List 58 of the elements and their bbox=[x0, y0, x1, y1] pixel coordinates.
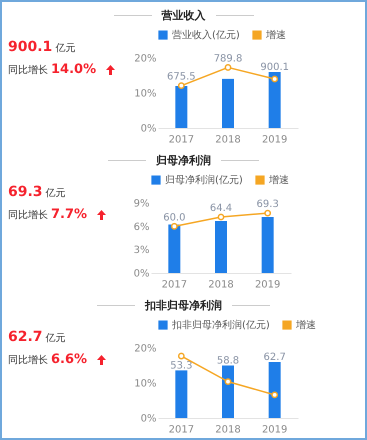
y-tick-label: 0% bbox=[140, 124, 156, 134]
text: 6.6% bbox=[51, 352, 88, 367]
text: 营业收入 bbox=[162, 8, 206, 22]
text: 14.0% bbox=[51, 62, 96, 77]
x-tick-label: 2017 bbox=[168, 424, 194, 436]
x-tick-label: 2019 bbox=[254, 280, 280, 290]
x-tick-label: 2018 bbox=[215, 424, 241, 436]
data-label: 53.3 bbox=[170, 360, 192, 372]
point bbox=[264, 210, 272, 216]
y-tick-label: 6% bbox=[134, 222, 150, 233]
text: 亿元 bbox=[46, 188, 66, 199]
text: 归母净利润 bbox=[156, 152, 211, 168]
data-label: 675.5 bbox=[167, 72, 196, 83]
legend-label: 增速 bbox=[268, 174, 289, 186]
point bbox=[178, 352, 185, 360]
data-label: 62.7 bbox=[264, 352, 286, 363]
text: 7.7% bbox=[51, 207, 88, 222]
data-label: 64.4 bbox=[210, 203, 232, 214]
point bbox=[271, 76, 278, 82]
y-tick-label: 10% bbox=[134, 88, 156, 100]
point bbox=[218, 214, 224, 220]
point bbox=[224, 378, 232, 385]
text: 扣非归母净利润 bbox=[145, 298, 222, 312]
data-label: 789.8 bbox=[214, 53, 242, 64]
legend-label: 增速 bbox=[265, 29, 286, 42]
data-label: 69.3 bbox=[256, 199, 279, 210]
text: 亿元 bbox=[55, 43, 76, 54]
text: 同比增长 bbox=[8, 64, 48, 76]
legend-label: 增速 bbox=[295, 319, 316, 332]
point bbox=[271, 392, 278, 398]
text: 900.1 bbox=[8, 39, 52, 55]
y-tick-label: 20% bbox=[134, 54, 156, 64]
text: 亿元 bbox=[46, 333, 66, 344]
x-tick-label: 2018 bbox=[208, 280, 234, 290]
text: 同比增长 bbox=[8, 208, 48, 222]
y-tick-label: 20% bbox=[134, 344, 156, 354]
point bbox=[170, 222, 178, 230]
data-label: 58.8 bbox=[216, 355, 240, 366]
point bbox=[178, 82, 185, 90]
x-tick-label: 2018 bbox=[215, 134, 241, 146]
y-tick-label: 0% bbox=[140, 414, 156, 424]
y-tick-label: 9% bbox=[134, 198, 150, 210]
text: 同比增长 bbox=[8, 354, 48, 366]
legend-label: 扣非归母净利润(亿元) bbox=[171, 319, 270, 332]
x-tick-label: 2017 bbox=[162, 280, 188, 290]
data-label: 900.1 bbox=[260, 62, 289, 73]
point bbox=[224, 64, 232, 71]
y-tick-label: 10% bbox=[134, 378, 156, 390]
y-tick-label: 3% bbox=[134, 245, 150, 256]
x-tick-label: 2017 bbox=[168, 134, 194, 146]
data-label: 60.0 bbox=[163, 212, 186, 224]
legend-label: 归母净利润(亿元) bbox=[165, 174, 243, 186]
x-tick-label: 2019 bbox=[262, 134, 288, 146]
x-tick-label: 2019 bbox=[262, 424, 288, 436]
y-tick-label: 0% bbox=[134, 268, 150, 280]
text: 69.3 bbox=[8, 184, 43, 200]
legend-label: 营业收入(亿元) bbox=[172, 29, 240, 42]
text: 62.7 bbox=[8, 329, 43, 345]
